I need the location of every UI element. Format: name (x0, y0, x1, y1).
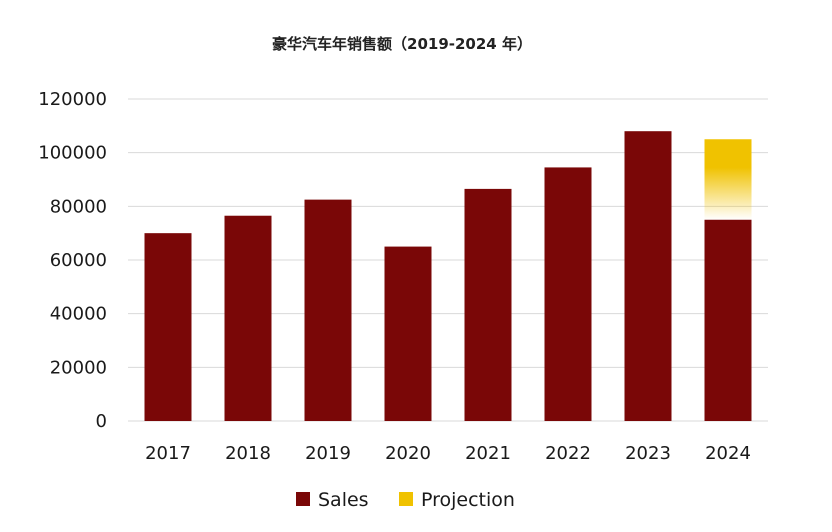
x-tick-label: 2024 (705, 443, 751, 464)
y-tick-label: 0 (96, 411, 107, 432)
bar-sales-2018 (224, 215, 272, 421)
y-tick-label: 120000 (38, 89, 107, 110)
bar-sales-2023 (624, 131, 672, 421)
y-tick-label: 60000 (50, 250, 107, 271)
grid-lines (128, 98, 768, 422)
x-tick-label: 2019 (305, 443, 351, 464)
bar-sales-2024 (704, 219, 752, 421)
y-axis-ticks: 0 20000 40000 60000 80000 100000 120000 (38, 89, 107, 432)
legend-swatch-projection (399, 492, 413, 506)
bar-sales-2019 (304, 199, 352, 421)
y-tick-label: 100000 (38, 143, 107, 164)
legend-label-sales: Sales (318, 489, 369, 511)
legend-label-projection: Projection (421, 489, 515, 511)
y-tick-label: 80000 (50, 196, 107, 217)
x-tick-label: 2021 (465, 443, 511, 464)
x-tick-label: 2020 (385, 443, 431, 464)
legend: Sales Projection (296, 489, 515, 511)
x-tick-label: 2022 (545, 443, 591, 464)
x-tick-label: 2017 (145, 443, 191, 464)
legend-swatch-sales (296, 492, 310, 506)
x-axis-ticks: 2017 2018 2019 2020 2021 2022 2023 2024 (145, 443, 751, 464)
bar-sales-2022 (544, 167, 592, 421)
bar-projection-2024 (704, 139, 752, 220)
y-tick-label: 40000 (50, 304, 107, 325)
chart-title: 豪华汽车年销售额（2019-2024 年） (272, 35, 532, 53)
bar-sales-2021 (464, 188, 512, 421)
bars (144, 131, 752, 421)
bar-sales-2017 (144, 233, 192, 421)
bar-sales-2020 (384, 246, 432, 421)
y-tick-label: 20000 (50, 357, 107, 378)
x-tick-label: 2018 (225, 443, 271, 464)
x-tick-label: 2023 (625, 443, 671, 464)
